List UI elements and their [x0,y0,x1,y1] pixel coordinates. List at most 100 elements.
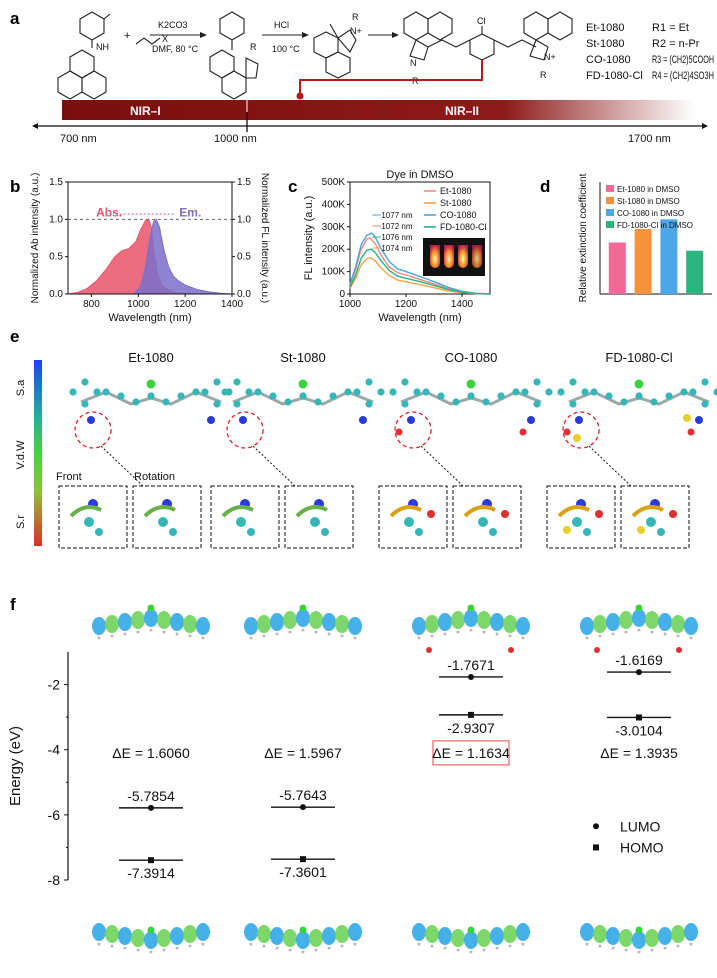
hydrogen-atom [340,634,344,638]
lumo-marker [148,804,154,811]
hydrogen-atom [689,942,693,946]
energy-gap-label: ΔE = 1.1634 [432,745,510,761]
hydrogen-atom [123,946,127,950]
hydrogen-atom [314,948,318,952]
orbital-lobe [92,923,106,941]
column-title-st1080: St-1080 [280,350,326,365]
hydrogen-atom [353,636,357,640]
carbon-atom [93,388,101,396]
dye-name: Et-1080 [586,22,625,34]
orbital-lobe [490,613,504,631]
y-tick-label: 500K [322,177,346,188]
nh-atom: NH [96,42,109,52]
chart-d: Et-1080 in DMSO St-1080 in DMSO CO-1080 in… [578,173,712,302]
legend-lumo-label: LUMO [620,818,661,834]
inset-carbon [646,517,656,527]
nitrogen-atom [407,416,415,424]
hydrogen-atom [288,948,292,952]
hydrogen-atom [110,634,114,638]
carbon-atom [680,388,688,396]
carbon-atom [329,392,337,400]
nitrogen-atom [695,416,703,424]
legend-swatch [606,209,614,216]
series-line-0 [349,237,491,295]
zoom-connector [420,445,464,487]
y-tick-label-right: 1.5 [237,177,251,188]
homo-marker [300,856,306,863]
inset-carbon [404,517,414,527]
orbital-lobe [658,927,672,945]
orbital-lobe [451,611,465,629]
hydrogen-atom [456,948,460,952]
orbital-lobe [684,923,698,941]
tick-1700nm: 1700 nm [628,133,671,145]
hydrogen-atom [521,636,525,640]
carbon-atom [521,388,529,396]
orbital-lobe [270,613,284,631]
orbital-lobe [438,613,452,631]
orbital-lobe [296,931,310,949]
carbon-atom [569,378,577,386]
chlorine-atom [467,926,475,934]
inset-rotation-box [284,485,354,549]
orbital-lobe [196,617,210,635]
legend-label: CO-1080 in DMSO [617,209,684,218]
hydrogen-atom [417,942,421,946]
inset-carbon [583,528,591,536]
carbon-atom [377,388,385,396]
sulfur-atom [573,434,581,442]
chlorine-atom [299,604,307,612]
orbital-lobe [118,613,132,631]
molecule-model [378,378,553,549]
chart-title: Dye in DMSO [386,169,454,181]
scale-label-vdw: V.d.W [15,440,27,470]
inset-isosurface [557,505,590,518]
orbital-lobe [348,923,362,941]
dye-r-group: R3 = (CH2)5COOH [652,54,714,66]
orbital-lobe [503,615,517,633]
homo-marker [636,714,642,721]
zoom-connector [100,445,144,487]
chlorine-atom [146,379,156,389]
dye-to-spectrum-connector [299,60,483,96]
hydrogen-atom [443,632,447,636]
tick-700nm: 700 nm [60,133,97,145]
hydrogen-atom [97,942,101,946]
carbon-atom [620,398,628,406]
carbon-atom [545,388,553,396]
final-dye-structure [403,11,573,61]
column-title-fd1080cl: FD-1080-Cl [605,350,672,365]
lumo-marker [636,669,642,676]
hydrogen-atom [123,632,127,636]
inset-oxygen [669,510,677,518]
chlorine-atom [299,926,307,934]
panel-label-a: a [10,9,20,28]
hydrogen-atom [249,636,253,640]
orbital-lobe [632,609,646,627]
peak-label: 1072 nm [381,222,412,231]
orbital-lobe [105,615,119,633]
carbon-atom [192,388,200,396]
inset-carbon [247,528,255,536]
molecule-model [210,378,385,549]
carbon-atom [482,398,490,406]
n-plus-atom-salt: N+ [350,26,362,36]
carbon-atom [413,388,421,396]
y-tick-label: 400K [322,199,346,210]
bar-0 [608,242,626,294]
orbital-isosurface [412,604,530,640]
inset-front-box [58,485,128,549]
carbon-atom [605,392,613,400]
carbon-atom [635,392,643,400]
sulfur-atom [683,414,691,422]
x-atom: X [162,34,168,44]
carbon-atom [213,378,221,386]
gap-highlight-box [432,740,510,766]
orbital-lobe [645,611,659,629]
dye-r-group: R4 = (CH2)4SO3H [652,70,714,82]
orbital-lobe [580,923,594,941]
hydrogen-atom [585,942,589,946]
y-tick-label-left: 0.5 [49,252,63,263]
hydrogen-atom [162,630,166,634]
peak-label: 1077 nm [381,211,412,220]
